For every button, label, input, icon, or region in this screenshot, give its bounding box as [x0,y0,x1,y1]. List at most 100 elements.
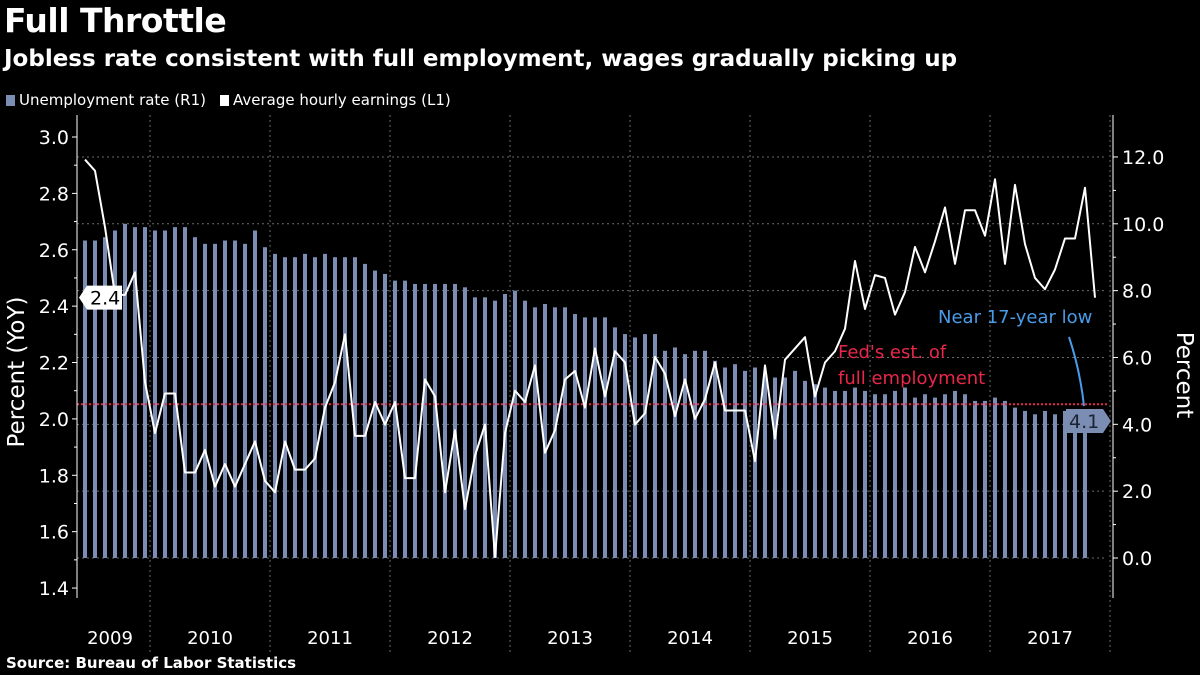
unemployment-bar [553,307,557,558]
source-note: Source: Bureau of Labor Statistics [6,654,297,672]
unemployment-bar [423,283,427,558]
unemployment-bar [1043,410,1047,558]
right-tick-label: 8.0 [1122,281,1152,303]
unemployment-bar [543,304,547,558]
unemployment-bar [1003,400,1007,558]
unemployment-bar [393,280,397,558]
unemployment-bar [673,347,677,558]
left-tick-label: 2.2 [39,353,69,375]
unemployment-bar [433,283,437,558]
unemployment-bar [473,297,477,558]
left-tick-label: 3.0 [39,127,69,149]
annotation-pointer [1068,336,1085,407]
unemployment-bar [503,293,507,558]
unemployment-bar [143,227,147,558]
unemployment-bar [443,283,447,558]
unemployment-bar [583,317,587,558]
unemployment-bar [123,223,127,559]
unemployment-bar [663,350,667,558]
unemployment-bar [373,270,377,558]
last-unemployment-marker [1066,408,1111,433]
fed-annotation-line1: Fed's est. of [838,342,947,363]
left-tick-label: 2.8 [39,183,69,205]
unemployment-bar [223,240,227,558]
low-annotation: Near 17-year low [938,307,1092,328]
unemployment-bar [93,240,97,558]
unemployment-bar [253,230,257,558]
unemployment-bar [203,243,207,559]
unemployment-bar [243,243,247,559]
unemployment-bar [273,253,277,559]
unemployment-bar [153,230,157,558]
unemployment-bar [293,257,297,558]
left-tick-label: 1.6 [39,522,69,544]
unemployment-bar [263,247,267,558]
unemployment-bar [833,390,837,558]
unemployment-bar [213,243,217,559]
unemployment-bar [1013,407,1017,558]
unemployment-bar [853,387,857,558]
unemployment-bar [803,380,807,558]
x-tick-label: 2013 [547,628,593,649]
unemployment-bar [233,240,237,558]
unemployment-bar [863,390,867,558]
legend-item-unemployment: Unemployment rate (R1) [6,91,206,109]
legend-swatch [6,94,15,106]
unemployment-bar [353,257,357,558]
unemployment-bar [463,287,467,558]
unemployment-bar [1053,414,1057,558]
chart-title: Full Throttle [4,1,227,40]
left-tick-label: 2.0 [39,409,69,431]
unemployment-bar [903,387,907,558]
unemployment-bar [413,283,417,558]
unemployment-bar [723,367,727,558]
unemployment-bar [753,367,757,558]
unemployment-bar [993,397,997,558]
unemployment-bar [823,387,827,558]
left-tick-label: 1.4 [39,578,69,600]
left-tick-label: 1.8 [39,465,69,487]
unemployment-bar [603,317,607,558]
unemployment-bar [333,257,337,558]
right-tick-label: 4.0 [1122,414,1152,436]
last-earnings-label: 2.4 [90,288,120,310]
x-tick-label: 2011 [307,628,353,649]
fed-annotation-line2: full employment [838,368,985,389]
unemployment-bar [953,390,957,558]
unemployment-bar [1073,417,1077,558]
unemployment-bar [793,370,797,558]
earnings-line [84,158,1096,559]
unemployment-bar [453,283,457,558]
unemployment-bar [313,257,317,558]
unemployment-bar [283,257,287,558]
right-tick-label: 12.0 [1122,147,1164,169]
unemployment-bar [923,394,927,558]
unemployment-bar [643,334,647,558]
right-tick-label: 0.0 [1122,548,1152,570]
unemployment-bar [813,384,817,558]
unemployment-bar [913,397,917,558]
unemployment-bar [943,394,947,558]
x-tick-label: 2015 [787,628,833,649]
unemployment-bar [83,240,87,558]
unemployment-bar [103,237,107,558]
unemployment-bar [933,397,937,558]
unemployment-bar [613,327,617,558]
unemployment-bar [183,227,187,558]
unemployment-bar [883,394,887,558]
unemployment-bar [743,370,747,558]
legend-item-earnings: Average hourly earnings (L1) [219,91,451,109]
unemployment-bar [573,314,577,558]
x-tick-label: 2012 [427,628,473,649]
unemployment-bar [523,300,527,558]
unemployment-bar [493,300,497,558]
x-tick-label: 2014 [667,628,713,649]
unemployment-bar [363,263,367,558]
unemployment-bar [343,257,347,558]
legend-swatch [219,94,229,106]
unemployment-bar [893,390,897,558]
unemployment-bar [973,400,977,558]
unemployment-bar [963,394,967,558]
x-tick-label: 2016 [907,628,953,649]
